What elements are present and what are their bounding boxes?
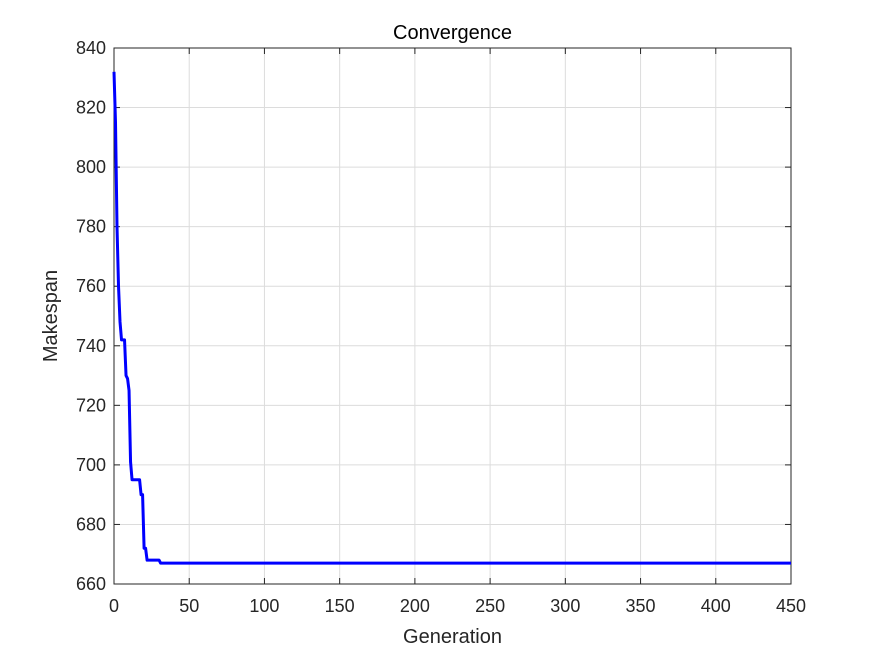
x-tick-label: 50 bbox=[179, 596, 199, 616]
y-tick-label: 780 bbox=[76, 217, 106, 237]
y-tick-label: 820 bbox=[76, 98, 106, 118]
x-tick-label: 100 bbox=[249, 596, 279, 616]
y-tick-label: 680 bbox=[76, 514, 106, 534]
y-tick-label: 760 bbox=[76, 276, 106, 296]
axes-box bbox=[113, 47, 792, 585]
x-tick-label: 200 bbox=[400, 596, 430, 616]
y-tick-label: 700 bbox=[76, 455, 106, 475]
x-tick-label: 250 bbox=[475, 596, 505, 616]
y-tick-label: 720 bbox=[76, 395, 106, 415]
y-tick-label: 660 bbox=[76, 574, 106, 594]
plot-area bbox=[114, 48, 791, 584]
y-axis-label: Makespan bbox=[40, 270, 62, 362]
y-tick-label: 740 bbox=[76, 336, 106, 356]
x-tick-label: 300 bbox=[550, 596, 580, 616]
x-axis-label: Generation bbox=[403, 626, 502, 648]
x-tick-label: 400 bbox=[701, 596, 731, 616]
series-line bbox=[112, 71, 791, 565]
x-tick-label: 450 bbox=[776, 596, 806, 616]
x-tick-label: 0 bbox=[109, 596, 119, 616]
x-tick-label: 350 bbox=[626, 596, 656, 616]
ticks: 0 50 100 150 200 250 300 350 400 450 660 680 700 720 7… bbox=[76, 38, 806, 616]
axes bbox=[113, 47, 792, 585]
y-tick-label: 800 bbox=[76, 157, 106, 177]
chart-title: Convergence bbox=[393, 22, 512, 44]
y-tick-label: 840 bbox=[76, 38, 106, 58]
x-tick-label: 150 bbox=[325, 596, 355, 616]
series-group bbox=[112, 71, 791, 565]
